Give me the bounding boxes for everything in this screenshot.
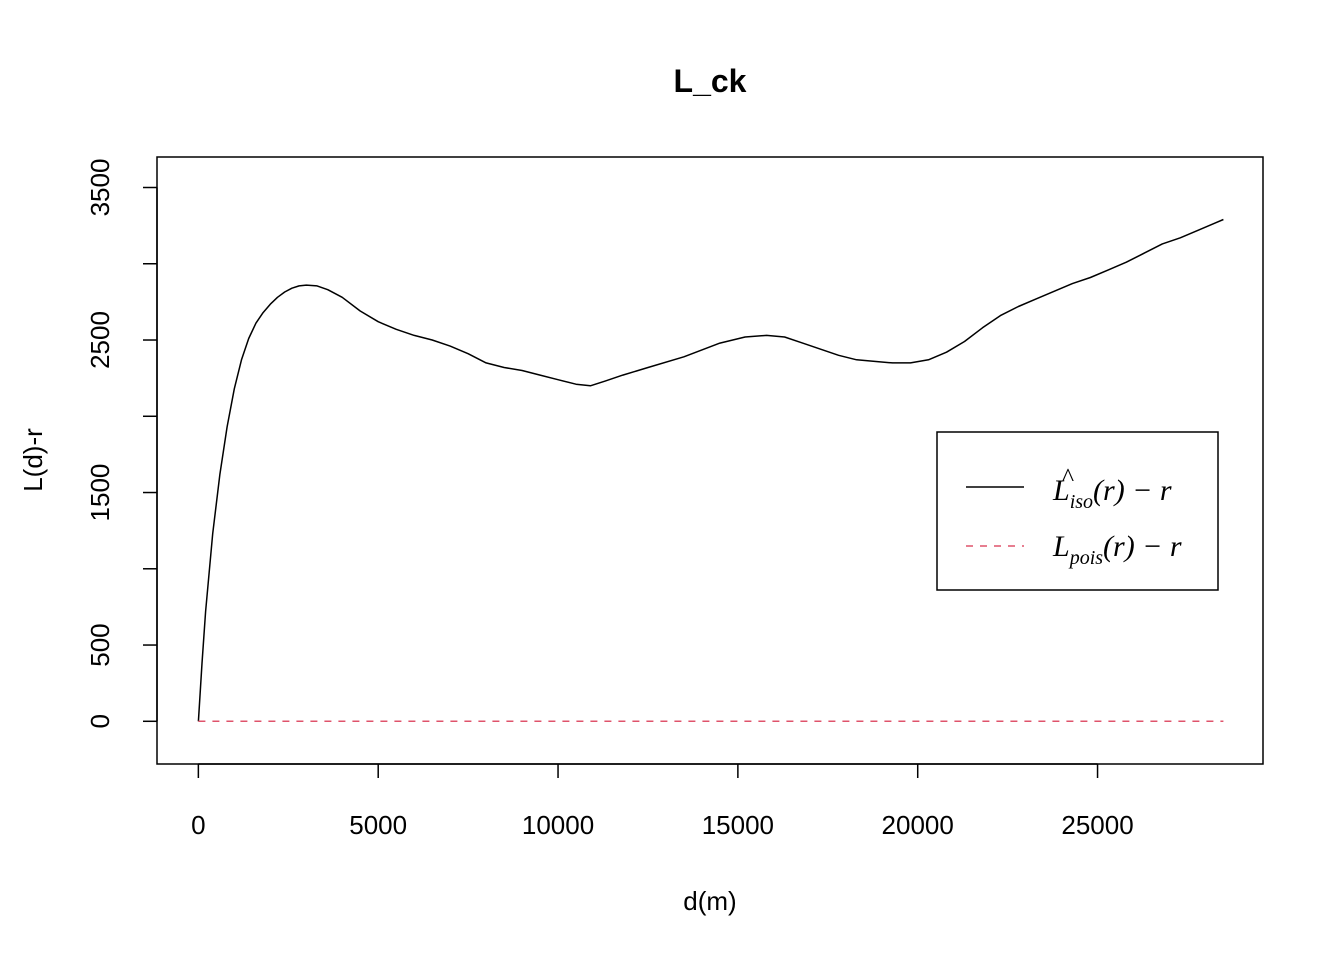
legend-label-pois: Lpois(r) − r [1052, 530, 1182, 569]
y-tick-label: 1500 [85, 464, 115, 522]
legend: Liso(r) − r ^ Lpois(r) − r [936, 431, 1219, 591]
y-tick-label: 2500 [85, 311, 115, 369]
x-tick-label: 0 [191, 810, 205, 840]
x-tick-label: 15000 [702, 810, 774, 840]
x-tick-label: 25000 [1061, 810, 1133, 840]
y-tick-label: 0 [85, 714, 115, 728]
x-axis-label: d(m) [683, 886, 736, 916]
x-tick-label: 5000 [349, 810, 407, 840]
y-tick-label: 500 [85, 623, 115, 666]
legend-hat-iso: ^ [1062, 463, 1074, 492]
y-axis-label: L(d)-r [18, 428, 48, 492]
legend-box [936, 431, 1219, 591]
x-tick-label: 20000 [882, 810, 954, 840]
legend-label-iso: Liso(r) − r [1052, 474, 1172, 513]
y-axis: 0 500 1500 2500 3500 [85, 159, 158, 729]
chart-title: L_ck [674, 63, 747, 99]
series-line-0 [197, 218, 1224, 722]
x-axis: 0 5000 10000 15000 20000 25000 [191, 763, 1134, 840]
y-tick-label: 3500 [85, 159, 115, 217]
series-layer [197, 218, 1224, 723]
x-tick-label: 10000 [522, 810, 594, 840]
